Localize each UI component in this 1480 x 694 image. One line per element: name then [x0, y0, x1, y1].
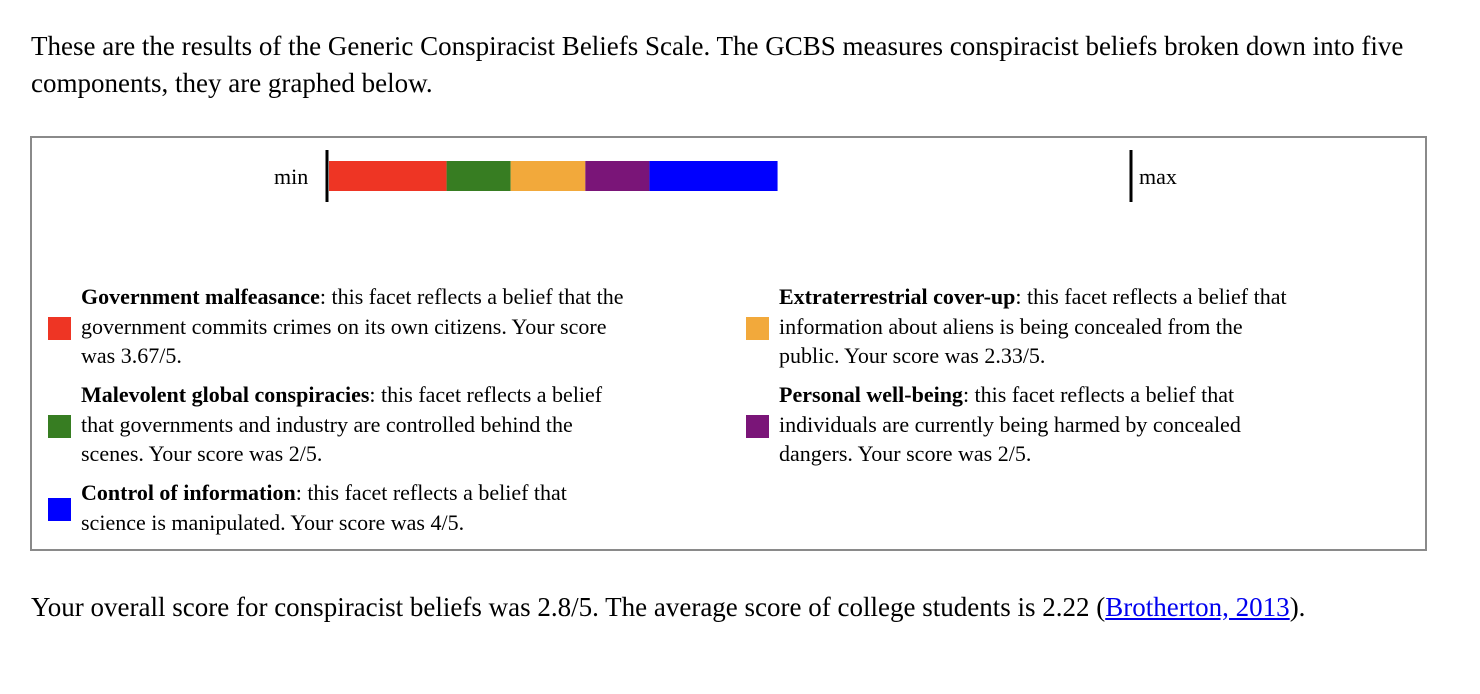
score-bar-chart	[325, 150, 1133, 202]
legend-control-of-information: Control of information: this facet refle…	[48, 478, 728, 540]
legend-swatch-extraterrestrial	[746, 317, 769, 340]
legend-text-government: Government malfeasance: this facet refle…	[81, 284, 624, 368]
legend-title-wellbeing: Personal well-being	[779, 382, 963, 407]
legend-text-control: Control of information: this facet refle…	[81, 480, 567, 535]
legend-title-government: Government malfeasance	[81, 284, 320, 309]
legend-text-wellbeing: Personal well-being: this facet reflects…	[779, 382, 1241, 466]
legend-personal-well-being: Personal well-being: this facet reflects…	[746, 380, 1416, 470]
max-label: max	[1139, 164, 1177, 189]
overall-score-text: Your overall score for conspiracist beli…	[31, 592, 1306, 622]
legend-text-malevolent: Malevolent global conspiracies: this fac…	[81, 382, 603, 466]
legend-extraterrestrial-cover-up: Extraterrestrial cover-up: this facet re…	[746, 282, 1416, 372]
legend-swatch-government	[48, 317, 71, 340]
bar-segment-wellbeing	[585, 161, 650, 191]
bar-segment-malevolent	[446, 161, 511, 191]
legend-swatch-malevolent	[48, 415, 71, 438]
legend-title-extraterrestrial: Extraterrestrial cover-up	[779, 284, 1016, 309]
bar-segment-extraterrestrial	[510, 161, 586, 191]
results-panel: min max Government malfeasance: this fac…	[30, 136, 1427, 551]
bar-segment-control	[649, 161, 778, 191]
legend-government-malfeasance: Government malfeasance: this facet refle…	[48, 282, 728, 372]
legend-text-extraterrestrial: Extraterrestrial cover-up: this facet re…	[779, 284, 1287, 368]
legend-swatch-wellbeing	[746, 415, 769, 438]
min-label: min	[274, 164, 309, 189]
brotherton-citation-link[interactable]: Brotherton, 2013	[1105, 592, 1290, 622]
score-segments	[329, 161, 778, 191]
bar-segment-government	[329, 161, 447, 191]
legend-malevolent-global: Malevolent global conspiracies: this fac…	[48, 380, 728, 470]
legend-swatch-control	[48, 498, 71, 521]
intro-text: These are the results of the Generic Con…	[31, 31, 1404, 98]
legend-title-control: Control of information	[81, 480, 296, 505]
legend-title-malevolent: Malevolent global conspiracies	[81, 382, 370, 407]
